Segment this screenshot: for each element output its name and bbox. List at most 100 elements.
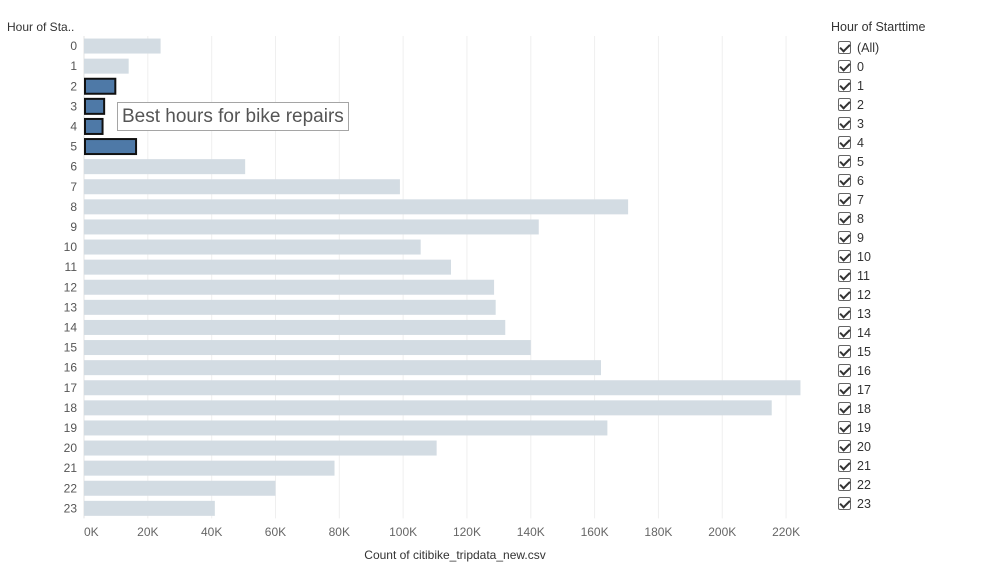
x-tick-label: 200K	[708, 525, 736, 539]
bar-highlighted[interactable]	[84, 117, 104, 135]
filter-option[interactable]: 21	[831, 456, 991, 475]
filter-option[interactable]: 7	[831, 190, 991, 209]
checkbox-checked-icon[interactable]	[838, 307, 851, 320]
checkbox-checked-icon[interactable]	[838, 136, 851, 149]
checkbox-checked-icon[interactable]	[838, 41, 851, 54]
y-tick-label: 1	[70, 59, 77, 73]
bar[interactable]	[84, 340, 531, 356]
filter-option-label: 13	[857, 306, 871, 321]
filter-option[interactable]: 3	[831, 114, 991, 133]
y-tick-label: 3	[70, 99, 77, 113]
checkbox-checked-icon[interactable]	[838, 497, 851, 510]
checkbox-checked-icon[interactable]	[838, 98, 851, 111]
checkbox-checked-icon[interactable]	[838, 231, 851, 244]
filter-option[interactable]: 8	[831, 209, 991, 228]
filter-option[interactable]: 4	[831, 133, 991, 152]
bar[interactable]	[84, 219, 539, 235]
checkbox-checked-icon[interactable]	[838, 345, 851, 358]
filter-option-label: 9	[857, 230, 864, 245]
filter-option[interactable]: 20	[831, 437, 991, 456]
filter-option-label: 10	[857, 249, 871, 264]
filter-option[interactable]: 1	[831, 76, 991, 95]
bar[interactable]	[84, 460, 335, 476]
bar[interactable]	[84, 500, 215, 516]
checkbox-checked-icon[interactable]	[838, 174, 851, 187]
filter-option[interactable]: 6	[831, 171, 991, 190]
filter-option[interactable]: 2	[831, 95, 991, 114]
checkbox-checked-icon[interactable]	[838, 383, 851, 396]
y-tick-label: 20	[64, 441, 78, 455]
bar-highlighted[interactable]	[84, 97, 106, 115]
filter-option-label: 20	[857, 439, 871, 454]
checkbox-checked-icon[interactable]	[838, 402, 851, 415]
y-tick-label: 7	[70, 180, 77, 194]
filter-option[interactable]: 19	[831, 418, 991, 437]
y-tick-label: 19	[64, 421, 78, 435]
bar[interactable]	[84, 279, 495, 295]
y-tick-label: 13	[64, 300, 78, 314]
bar[interactable]	[84, 199, 629, 215]
filter-option[interactable]: 0	[831, 57, 991, 76]
bar[interactable]	[84, 480, 276, 496]
bar[interactable]	[84, 58, 129, 74]
x-tick-label: 20K	[137, 525, 158, 539]
checkbox-checked-icon[interactable]	[838, 79, 851, 92]
x-tick-label: 120K	[453, 525, 481, 539]
bar[interactable]	[84, 259, 451, 275]
checkbox-checked-icon[interactable]	[838, 212, 851, 225]
checkbox-checked-icon[interactable]	[838, 478, 851, 491]
x-axis-title: Count of citibike_tripdata_new.csv	[364, 548, 545, 562]
y-tick-label: 11	[65, 260, 78, 274]
filter-option[interactable]: 17	[831, 380, 991, 399]
bar[interactable]	[84, 420, 608, 436]
filter-option-label: 7	[857, 192, 864, 207]
bar[interactable]	[84, 360, 601, 376]
filter-option[interactable]: 13	[831, 304, 991, 323]
bar[interactable]	[84, 319, 506, 335]
checkbox-checked-icon[interactable]	[838, 269, 851, 282]
checkbox-checked-icon[interactable]	[838, 250, 851, 263]
checkbox-checked-icon[interactable]	[838, 364, 851, 377]
filter-option-label: 3	[857, 116, 864, 131]
bar[interactable]	[84, 380, 801, 396]
checkbox-checked-icon[interactable]	[838, 459, 851, 472]
x-tick-label: 80K	[329, 525, 350, 539]
bar[interactable]	[84, 179, 400, 195]
checkbox-checked-icon[interactable]	[838, 60, 851, 73]
checkbox-checked-icon[interactable]	[838, 326, 851, 339]
checkbox-checked-icon[interactable]	[838, 288, 851, 301]
bar-highlighted[interactable]	[84, 77, 117, 95]
checkbox-checked-icon[interactable]	[838, 117, 851, 130]
checkbox-checked-icon[interactable]	[838, 440, 851, 453]
checkbox-checked-icon[interactable]	[838, 193, 851, 206]
checkbox-checked-icon[interactable]	[838, 421, 851, 434]
filter-option[interactable]: (All)	[831, 38, 991, 57]
bar[interactable]	[84, 159, 246, 175]
filter-option[interactable]: 5	[831, 152, 991, 171]
y-tick-label: 17	[64, 381, 78, 395]
filter-option[interactable]: 14	[831, 323, 991, 342]
filter-option[interactable]: 10	[831, 247, 991, 266]
filter-option[interactable]: 12	[831, 285, 991, 304]
row-header-label: Hour of Sta..	[7, 20, 75, 34]
filter-option-label: 15	[857, 344, 871, 359]
filter-option-label: 19	[857, 420, 871, 435]
filter-option[interactable]: 9	[831, 228, 991, 247]
bar[interactable]	[84, 38, 161, 54]
filter-option[interactable]: 11	[831, 266, 991, 285]
filter-title: Hour of Starttime	[831, 20, 926, 34]
y-tick-label: 8	[70, 200, 77, 214]
y-tick-label: 16	[64, 361, 78, 375]
filter-option[interactable]: 15	[831, 342, 991, 361]
filter-option[interactable]: 23	[831, 494, 991, 513]
bar[interactable]	[84, 400, 772, 416]
bar-highlighted[interactable]	[84, 138, 138, 156]
bar[interactable]	[84, 299, 496, 315]
filter-option[interactable]: 16	[831, 361, 991, 380]
filter-option[interactable]: 22	[831, 475, 991, 494]
y-tick-label: 4	[70, 119, 77, 133]
bar[interactable]	[84, 239, 421, 255]
filter-option[interactable]: 18	[831, 399, 991, 418]
checkbox-checked-icon[interactable]	[838, 155, 851, 168]
bar[interactable]	[84, 440, 437, 456]
